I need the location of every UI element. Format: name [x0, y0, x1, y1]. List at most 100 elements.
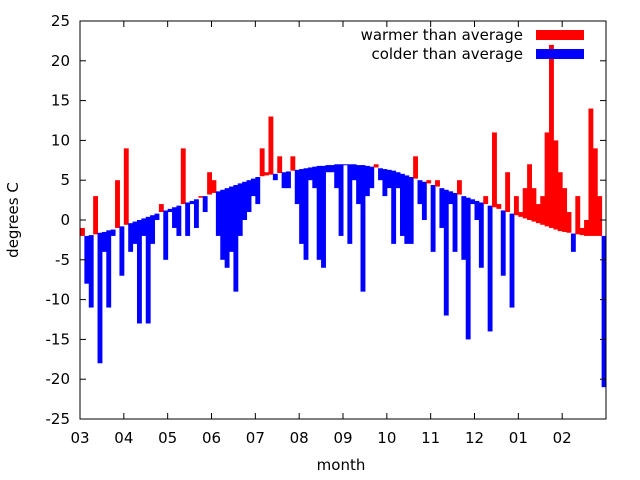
cold-anomaly-bar: [246, 180, 252, 213]
cold-anomaly-bar: [167, 208, 173, 213]
cold-anomaly-bar: [307, 167, 313, 181]
warm-anomaly-bar: [513, 196, 519, 216]
warm-anomaly-bar: [588, 108, 594, 236]
y-tick-label: -20: [46, 370, 71, 388]
cold-anomaly-bar: [364, 165, 370, 197]
y-tick-label: 5: [60, 171, 70, 189]
warm-anomaly-bar: [566, 212, 572, 233]
warm-anomaly-bar: [115, 180, 120, 228]
cold-anomaly-bar: [448, 191, 454, 205]
cold-anomaly-bar: [286, 171, 291, 189]
cold-anomaly-bar: [399, 173, 405, 236]
warm-anomaly-bar: [562, 188, 568, 232]
y-tick-label: 15: [51, 92, 70, 110]
warm-anomaly-bar: [505, 172, 511, 213]
x-tick-label: 11: [421, 429, 440, 447]
warm-anomaly-bar: [456, 180, 462, 195]
cold-anomaly-bar: [439, 188, 445, 228]
cold-anomaly-bar: [128, 223, 134, 252]
legend-swatch-warmer: [536, 30, 584, 40]
cold-anomaly-bar: [408, 177, 414, 244]
cold-anomaly-bar: [220, 189, 226, 260]
y-axis-title: degrees C: [4, 182, 22, 258]
plot-fills: [80, 44, 607, 388]
cold-anomaly-bar: [452, 192, 458, 252]
cold-anomaly-bar: [478, 202, 484, 268]
cold-anomaly-bar: [255, 177, 261, 205]
cold-anomaly-bar: [215, 191, 221, 236]
warm-anomaly-bar: [277, 156, 283, 174]
cold-anomaly-bar: [369, 166, 375, 189]
cold-anomaly-bar: [189, 200, 195, 205]
warm-anomaly-bar: [518, 212, 524, 217]
x-tick-label: 08: [290, 429, 309, 447]
legend-label-colder: colder than average: [371, 45, 523, 63]
warm-anomaly-bar: [544, 132, 550, 227]
warm-anomaly-bar: [483, 196, 489, 205]
cold-anomaly-bar: [172, 207, 177, 228]
warm-anomaly-bar: [207, 172, 212, 195]
x-tick-label: 06: [202, 429, 221, 447]
cold-anomaly-bar: [334, 164, 340, 189]
warm-anomaly-bar: [426, 180, 432, 184]
cold-anomaly-bar: [141, 218, 147, 236]
warm-anomaly-bar: [592, 148, 598, 236]
warm-anomaly-bar: [93, 196, 99, 235]
cold-anomaly-bar: [443, 189, 449, 316]
cold-anomaly-bar: [360, 165, 366, 292]
cold-anomaly-bar: [176, 205, 182, 236]
y-tick-label: -5: [55, 251, 70, 269]
cold-anomaly-bar: [312, 166, 318, 189]
warm-anomaly-bar: [211, 180, 217, 193]
cold-anomaly-bar: [329, 165, 335, 173]
x-tick-label: 05: [158, 429, 177, 447]
cold-anomaly-bar: [242, 181, 248, 220]
cold-anomaly-bar: [97, 232, 103, 364]
x-tick-label: 07: [246, 429, 265, 447]
warm-anomaly-bar: [268, 116, 274, 175]
cold-anomaly-bar: [84, 235, 90, 284]
cold-anomaly-bar: [343, 164, 348, 166]
cold-anomaly-bar: [351, 164, 357, 181]
x-axis: 03 04 05 06 07 08 09 10 11 12 01 02: [70, 21, 572, 447]
y-tick-label: 10: [51, 131, 70, 149]
warm-anomaly-bar: [413, 156, 419, 179]
cold-anomaly-bar: [378, 168, 383, 181]
warm-anomaly-bar: [575, 196, 581, 235]
cold-anomaly-bar: [101, 231, 107, 252]
x-tick-label: 01: [509, 429, 528, 447]
warm-anomaly-bar: [180, 148, 186, 205]
cold-anomaly-bar: [487, 205, 493, 332]
cold-anomaly-bar: [303, 168, 309, 260]
warm-anomaly-bar: [373, 164, 379, 168]
warm-anomaly-bar: [264, 172, 269, 176]
cold-anomaly-bar: [417, 180, 423, 205]
warm-anomaly-bar: [158, 204, 164, 213]
cold-anomaly-bar: [132, 221, 138, 244]
legend-label-warmer: warmer than average: [361, 26, 523, 44]
warm-anomaly-bar: [535, 204, 541, 224]
legend-swatch-colder: [536, 49, 584, 59]
cold-anomaly-bar: [185, 202, 191, 236]
cold-anomaly-bar: [421, 181, 427, 220]
y-tick-label: 25: [51, 12, 70, 30]
warm-anomaly-bar: [80, 227, 85, 236]
warm-anomaly-bar: [531, 188, 537, 222]
cold-anomaly-bar: [145, 216, 151, 324]
cold-anomaly-bar: [570, 233, 576, 252]
warm-anomaly-bar: [549, 44, 554, 228]
cold-anomaly-bar: [163, 210, 169, 260]
x-tick-label: 04: [114, 429, 133, 447]
y-tick-label: -10: [46, 291, 71, 309]
cold-anomaly-bar: [150, 215, 156, 244]
warm-anomaly-bar: [579, 227, 585, 236]
cold-anomaly-bar: [470, 199, 475, 205]
cold-anomaly-bar: [272, 173, 278, 181]
cold-anomaly-bar: [325, 165, 331, 173]
warm-anomaly-bar: [496, 204, 502, 209]
warm-anomaly-bar: [435, 180, 440, 187]
y-axis: -25 -20 -15 -10 -5 0 5 10 15 20 25: [46, 12, 606, 428]
cold-anomaly-bar: [474, 200, 480, 220]
cold-anomaly-bar: [154, 213, 160, 220]
